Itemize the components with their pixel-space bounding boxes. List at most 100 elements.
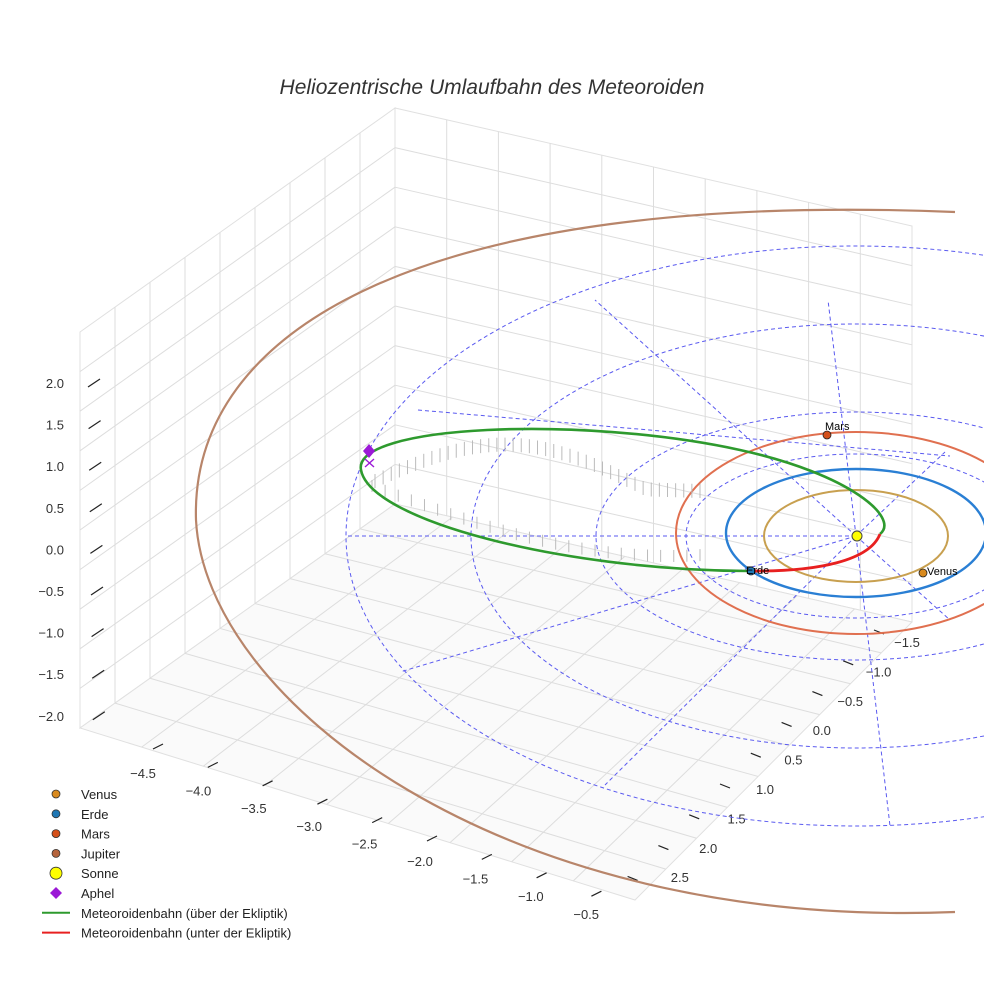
- grid-floor-b: [219, 627, 759, 777]
- mars-label: Mars: [825, 421, 850, 433]
- x-tick-label: −2.0: [407, 854, 433, 869]
- sun-marker: [851, 530, 863, 542]
- meteoroid-orbit-below-ecliptic: [747, 533, 882, 573]
- ecliptic-guide-grid: [345, 245, 984, 827]
- z-tick-label: −1.0: [38, 626, 64, 641]
- z-tick-mark: [90, 586, 104, 596]
- grid-floor-b: [324, 553, 851, 685]
- grid-left-h: [79, 186, 396, 412]
- z-tick-label: 0.0: [46, 542, 64, 557]
- grid-floor-b: [184, 652, 728, 808]
- grid-left-h: [79, 424, 396, 650]
- trajectory-drop-lines: [371, 437, 701, 562]
- grid-floor-a: [511, 595, 798, 863]
- grid-floor-b: [149, 677, 697, 839]
- grid-floor-a: [264, 542, 568, 786]
- z-tick-label: −0.5: [38, 584, 64, 599]
- legend: Venus Erde Mars Jupiter Sonne Aphel Meteoroide…: [42, 787, 291, 941]
- z-tick-label: −2.0: [38, 709, 64, 724]
- grid-left-h: [79, 384, 396, 610]
- legend-label: Venus: [81, 787, 118, 802]
- y-tick-label: 0.0: [813, 723, 831, 738]
- guide-line-9: [417, 409, 951, 457]
- legend-label: Mars: [81, 827, 110, 842]
- guide-ring-4: [345, 245, 984, 827]
- x-tick-mark: [591, 890, 602, 897]
- z-tick-mark: [89, 503, 103, 513]
- earth-orbit: [724, 467, 984, 599]
- y-tick-mark: [781, 721, 792, 727]
- grid-floor-b: [289, 578, 820, 716]
- venus-label: Venus: [927, 566, 958, 578]
- earth-label: Erde: [746, 565, 769, 577]
- y-tick-label: 1.5: [728, 811, 746, 826]
- grid-floor-a: [203, 529, 511, 767]
- guide-ray-4: [827, 299, 857, 537]
- grid-left-h: [79, 305, 396, 531]
- legend-label: Aphel: [81, 886, 114, 901]
- y-tick-label: −1.5: [894, 635, 920, 650]
- y-tick-label: 1.0: [756, 782, 774, 797]
- grid-floor-a: [449, 582, 741, 844]
- guide-ray-3: [594, 299, 857, 537]
- x-tick-mark: [317, 798, 328, 805]
- x-tick-mark: [536, 872, 547, 879]
- y-tick-mark: [627, 875, 638, 881]
- axis-panes: [78, 107, 913, 901]
- grid-left-h: [79, 345, 396, 571]
- x-tick-mark: [207, 761, 219, 768]
- guide-ring-2: [595, 411, 984, 661]
- jupiter-orbit: [194, 208, 956, 915]
- x-tick-label: −4.5: [130, 766, 156, 781]
- x-tick-label: −3.5: [241, 801, 267, 816]
- grid-floor-a: [572, 608, 855, 882]
- guide-ray-8: [855, 535, 951, 621]
- y-tick-label: −1.0: [866, 664, 892, 679]
- z-tick-mark: [88, 461, 102, 471]
- legend-label: Erde: [81, 807, 108, 822]
- legend-symbol: [49, 866, 63, 880]
- x-tick-label: −0.5: [573, 907, 599, 922]
- z-axis-ticks: 2.0 1.5 1.0 0.5 0.0 −0.5 −1.0 −1.5 −2.0: [38, 376, 106, 724]
- grid-left-h: [79, 463, 396, 689]
- grid-floor-b: [114, 702, 666, 870]
- venus-orbit: [763, 489, 949, 583]
- y-tick-mark: [719, 783, 731, 789]
- legend-label: Sonne: [81, 866, 119, 881]
- x-tick-label: −1.0: [518, 889, 544, 904]
- legend-symbol: [51, 789, 61, 799]
- y-tick-mark: [658, 845, 669, 851]
- grid-floor-a: [326, 556, 626, 805]
- grid-left-h: [79, 265, 396, 491]
- legend-symbol: [50, 887, 62, 899]
- z-tick-mark: [87, 378, 101, 388]
- x-tick-mark: [371, 817, 383, 824]
- x-tick-label: −4.0: [186, 784, 212, 799]
- y-tick-label: 2.5: [671, 870, 689, 885]
- mars-marker: [822, 430, 832, 440]
- meteoroid-orbit-above-ecliptic: [359, 427, 886, 573]
- x-tick-label: −3.0: [296, 819, 322, 834]
- grid-left-h: [79, 147, 396, 373]
- x-tick-mark: [152, 743, 164, 750]
- grid-floor-b: [254, 603, 790, 747]
- z-tick-label: −1.5: [38, 667, 64, 682]
- earth-marker: [746, 566, 756, 576]
- mars-orbit: [675, 431, 984, 635]
- y-tick-mark: [812, 691, 823, 697]
- legend-label: Meteoroidenbahn (über der Ekliptik): [81, 906, 288, 921]
- z-tick-label: 1.0: [46, 459, 64, 474]
- legend-symbol: [51, 829, 61, 838]
- x-axis-ticks: −4.5 −4.0 −3.5 −3.0 −2.5 −2.0 −1.5 −1.0 −0.5: [130, 743, 602, 922]
- z-tick-mark: [91, 669, 105, 679]
- x-tick-mark: [262, 780, 273, 787]
- z-tick-mark: [91, 628, 104, 638]
- z-tick-label: 0.5: [46, 501, 64, 516]
- z-tick-mark: [92, 711, 106, 721]
- z-tick-label: 1.5: [46, 418, 64, 433]
- x-tick-label: −2.5: [352, 836, 378, 851]
- y-tick-label: 0.5: [784, 753, 802, 768]
- guide-ray-2: [399, 535, 857, 673]
- grid-floor-b: [359, 528, 882, 654]
